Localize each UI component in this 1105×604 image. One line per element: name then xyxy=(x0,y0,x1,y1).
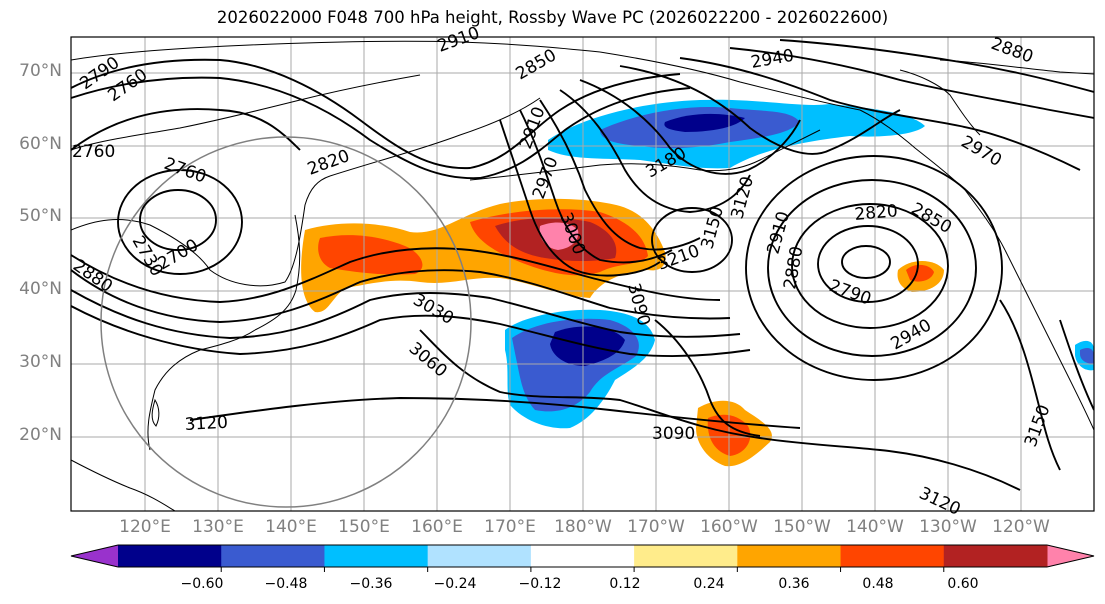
colorbar-segment xyxy=(634,545,738,567)
lat-label-30n: 30°N xyxy=(19,352,62,372)
lat-label-60n: 60°N xyxy=(19,134,62,154)
colorbar-tick-label: 0.36 xyxy=(778,576,810,592)
colorbar-segment xyxy=(324,545,429,567)
colorbar-tick-label: 0.48 xyxy=(862,576,894,592)
lon-label: 140°W xyxy=(846,517,904,537)
colorbar-tick-label: −0.60 xyxy=(180,576,224,592)
radius-circle xyxy=(100,136,472,508)
colorbar-tick-label: −0.24 xyxy=(433,576,477,592)
colorbar-segment xyxy=(737,545,842,567)
lon-label: 160°E xyxy=(411,517,463,537)
contour-label: 2760 xyxy=(72,142,115,162)
colorbar-extend-high xyxy=(1047,545,1094,567)
lat-label-70n: 70°N xyxy=(19,61,62,81)
lon-label: 120°E xyxy=(119,517,171,537)
lon-label: 140°E xyxy=(265,517,317,537)
colorbar-tick-label: 0.24 xyxy=(693,576,725,592)
colorbar-tick-label: −0.48 xyxy=(264,576,308,592)
lon-label: 160°W xyxy=(700,517,758,537)
lat-label-40n: 40°N xyxy=(19,279,62,299)
colorbar-tick-label: 0.12 xyxy=(609,576,641,592)
colorbar-segment xyxy=(118,545,222,567)
lat-label-20n: 20°N xyxy=(19,425,62,445)
contour-label: 3090 xyxy=(652,424,695,444)
map-title: 2026022000 F048 700 hPa height, Rossby W… xyxy=(216,8,889,27)
lat-label-50n: 50°N xyxy=(19,206,62,226)
lon-label: 170°W xyxy=(627,517,685,537)
lon-label: 180°W xyxy=(554,517,612,537)
height-contours xyxy=(71,39,1094,491)
colorbar xyxy=(70,544,1095,572)
colorbar-tick-label: −0.36 xyxy=(349,576,393,592)
colorbar-segment xyxy=(840,545,945,567)
colorbar-segment xyxy=(427,545,532,567)
contour-label: 3120 xyxy=(184,413,228,435)
colorbar-segment xyxy=(530,545,635,567)
coastlines xyxy=(71,40,1094,511)
lon-label: 130°W xyxy=(919,517,977,537)
lon-label: 170°E xyxy=(484,517,536,537)
map-frame xyxy=(70,36,1095,512)
contour-label: 2820 xyxy=(854,201,899,225)
lon-label: 150°W xyxy=(773,517,831,537)
lon-label: 150°E xyxy=(338,517,390,537)
colorbar-segment xyxy=(221,545,325,567)
lon-label: 120°W xyxy=(992,517,1050,537)
colorbar-tick-label: 0.60 xyxy=(947,576,979,592)
colorbar-extend-low xyxy=(71,545,118,567)
colorbar-segment xyxy=(943,545,1048,567)
lon-label: 130°E xyxy=(192,517,244,537)
colorbar-tick-label: −0.12 xyxy=(518,576,562,592)
